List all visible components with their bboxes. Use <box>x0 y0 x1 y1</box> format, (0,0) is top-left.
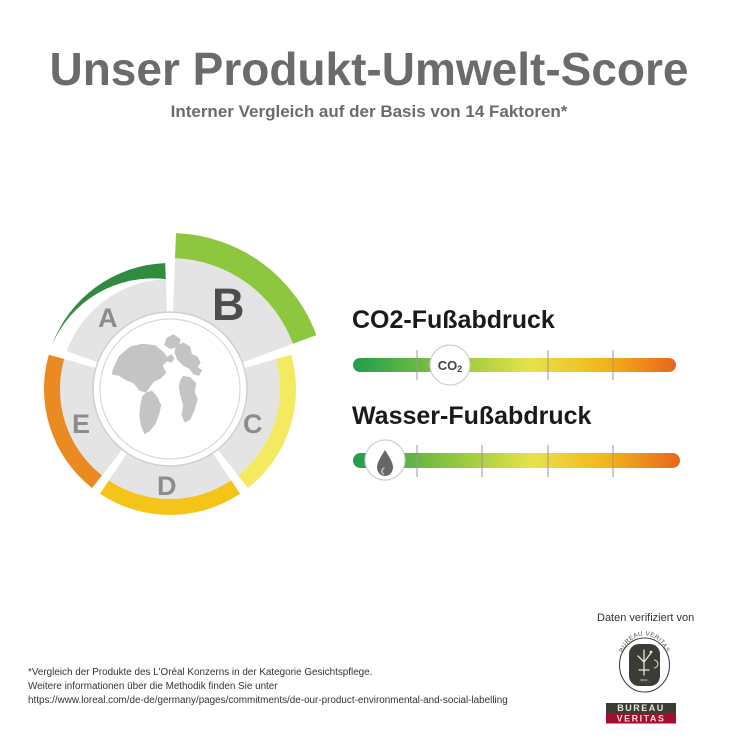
svg-text:BUREAU: BUREAU <box>617 703 665 713</box>
svg-text:VERITAS: VERITAS <box>617 714 666 724</box>
